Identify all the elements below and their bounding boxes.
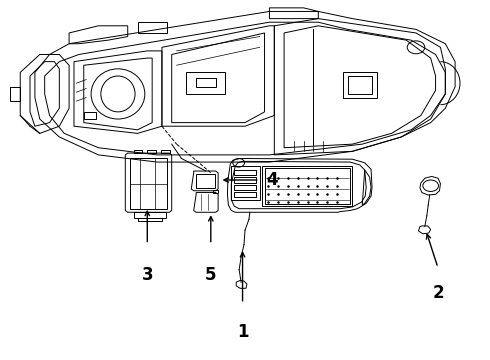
Bar bbox=[234, 177, 256, 183]
Text: 2: 2 bbox=[432, 284, 444, 302]
Bar bbox=[186, 72, 225, 94]
Text: 4: 4 bbox=[266, 171, 278, 189]
Text: 1: 1 bbox=[237, 323, 248, 341]
Bar bbox=[196, 78, 216, 87]
Bar bbox=[234, 170, 256, 175]
Bar bbox=[234, 185, 256, 190]
Bar bbox=[234, 192, 256, 197]
Bar bbox=[347, 76, 372, 94]
Bar bbox=[343, 72, 377, 98]
Bar bbox=[196, 174, 215, 188]
Bar bbox=[262, 166, 352, 206]
Bar bbox=[84, 112, 96, 119]
Text: 3: 3 bbox=[142, 266, 153, 284]
Bar bbox=[265, 168, 350, 204]
Text: 5: 5 bbox=[205, 266, 217, 284]
